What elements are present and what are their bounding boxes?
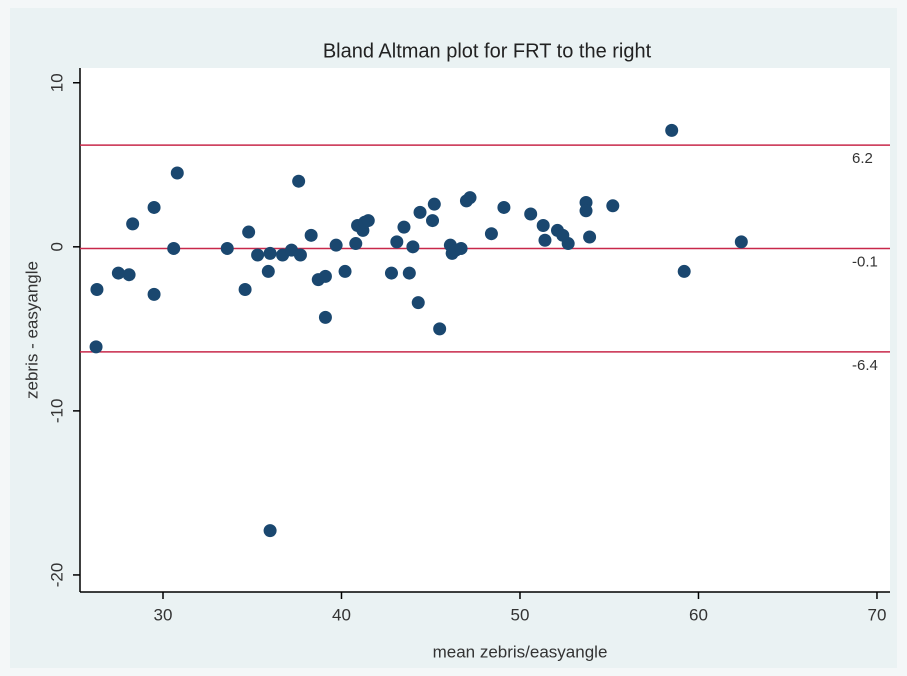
point <box>349 237 363 251</box>
point <box>261 264 275 278</box>
point <box>390 235 404 249</box>
point <box>111 266 125 280</box>
y-tick-label: -10 <box>47 399 66 424</box>
point <box>579 204 593 218</box>
point <box>304 228 318 242</box>
point <box>90 282 104 296</box>
point <box>406 240 420 254</box>
point <box>413 205 427 219</box>
point <box>251 248 265 262</box>
y-tick-label: -20 <box>47 563 66 588</box>
point <box>126 217 140 231</box>
point <box>361 214 375 228</box>
point <box>238 282 252 296</box>
point <box>170 166 184 180</box>
point <box>734 235 748 249</box>
point <box>397 220 411 234</box>
point <box>538 233 552 247</box>
plot-area <box>80 68 890 592</box>
point <box>167 241 181 255</box>
x-tick-label: 60 <box>689 605 708 624</box>
point <box>147 287 161 301</box>
point <box>318 310 332 324</box>
x-axis-label: mean zebris/easyangle <box>433 642 608 661</box>
point <box>433 322 447 336</box>
x-tick-label: 50 <box>511 605 530 624</box>
x-tick-label: 40 <box>332 605 351 624</box>
point <box>665 123 679 137</box>
point <box>497 200 511 214</box>
reference-label: -6.4 <box>852 357 878 374</box>
point <box>263 246 277 260</box>
point <box>536 218 550 232</box>
point <box>147 200 161 214</box>
point <box>561 237 575 251</box>
point <box>524 207 538 221</box>
point <box>426 214 440 228</box>
point <box>338 264 352 278</box>
point <box>454 241 468 255</box>
point <box>293 248 307 262</box>
point <box>318 269 332 283</box>
reference-label: -0.1 <box>852 253 878 270</box>
point <box>384 266 398 280</box>
reference-label: 6.2 <box>852 150 873 167</box>
point <box>402 266 416 280</box>
x-tick-label: 30 <box>154 605 173 624</box>
point <box>427 197 441 211</box>
point <box>329 238 343 252</box>
x-tick-label: 70 <box>868 605 887 624</box>
y-axis-label: zebris - easyangle <box>22 261 41 399</box>
point <box>606 199 620 213</box>
point <box>89 340 103 354</box>
point <box>677 264 691 278</box>
point <box>484 227 498 241</box>
y-tick-label: 0 <box>47 242 66 251</box>
point <box>122 268 136 282</box>
point <box>220 241 234 255</box>
point <box>263 524 277 538</box>
point <box>583 230 597 244</box>
point <box>292 174 306 188</box>
point <box>463 191 477 205</box>
point <box>411 296 425 310</box>
point <box>242 225 256 239</box>
chart-title: Bland Altman plot for FRT to the right <box>323 40 652 62</box>
y-tick-label: 10 <box>47 73 66 92</box>
